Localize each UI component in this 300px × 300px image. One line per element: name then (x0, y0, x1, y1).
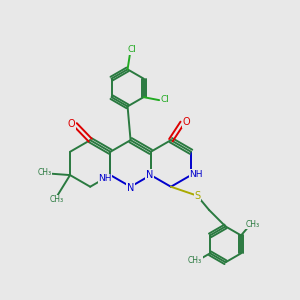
Text: CH₃: CH₃ (37, 168, 51, 177)
Text: NH: NH (98, 174, 112, 183)
Text: O: O (67, 119, 75, 129)
Text: N: N (127, 183, 134, 193)
Text: O: O (183, 117, 190, 127)
Text: CH₃: CH₃ (246, 220, 260, 229)
Text: CH₃: CH₃ (188, 256, 202, 265)
Text: S: S (194, 191, 200, 201)
Text: N: N (146, 170, 154, 180)
Text: NH: NH (189, 170, 203, 179)
Text: Cl: Cl (161, 95, 170, 104)
Text: Cl: Cl (127, 45, 136, 54)
Text: CH₃: CH₃ (49, 195, 63, 204)
